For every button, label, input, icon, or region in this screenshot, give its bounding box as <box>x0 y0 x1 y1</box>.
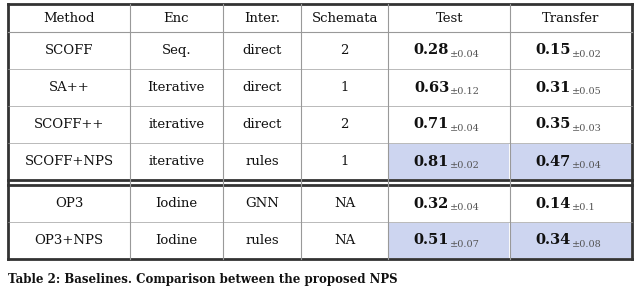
Text: 0.81: 0.81 <box>414 154 449 168</box>
Text: ±0.02: ±0.02 <box>450 161 480 170</box>
Text: Iodine: Iodine <box>156 234 198 247</box>
Text: ±0.07: ±0.07 <box>450 241 480 249</box>
Text: Table 2: Baselines. Comparison between the proposed NPS: Table 2: Baselines. Comparison between t… <box>8 273 397 286</box>
Text: 0.32: 0.32 <box>414 196 449 210</box>
Text: Schemata: Schemata <box>312 11 378 25</box>
Text: Iodine: Iodine <box>156 197 198 210</box>
Text: 2: 2 <box>340 118 349 131</box>
Text: 0.35: 0.35 <box>536 118 571 132</box>
Text: ±0.1: ±0.1 <box>572 203 596 212</box>
Text: 0.51: 0.51 <box>413 233 449 247</box>
Bar <box>389 144 509 179</box>
Bar <box>511 223 631 258</box>
Text: NA: NA <box>334 197 355 210</box>
Text: NA: NA <box>334 234 355 247</box>
Text: ±0.12: ±0.12 <box>450 88 480 96</box>
Text: 0.34: 0.34 <box>536 233 571 247</box>
Bar <box>389 223 509 258</box>
Text: SA++: SA++ <box>49 81 90 94</box>
Text: ±0.04: ±0.04 <box>450 124 480 134</box>
Text: iterative: iterative <box>148 118 204 131</box>
Text: 0.47: 0.47 <box>536 154 571 168</box>
Text: iterative: iterative <box>148 155 204 168</box>
Text: Method: Method <box>44 11 95 25</box>
Text: SCOFF: SCOFF <box>45 44 93 57</box>
Text: 0.31: 0.31 <box>536 80 571 94</box>
Text: Inter.: Inter. <box>244 11 280 25</box>
Text: ±0.05: ±0.05 <box>572 88 602 96</box>
Text: ±0.08: ±0.08 <box>572 241 602 249</box>
Text: OP3: OP3 <box>55 197 83 210</box>
Text: Seq.: Seq. <box>161 44 191 57</box>
Text: direct: direct <box>243 118 282 131</box>
Text: rules: rules <box>245 155 279 168</box>
Text: Enc: Enc <box>164 11 189 25</box>
Text: 0.63: 0.63 <box>414 80 449 94</box>
Text: Test: Test <box>435 11 463 25</box>
Text: direct: direct <box>243 44 282 57</box>
Text: rules: rules <box>245 234 279 247</box>
Text: 0.28: 0.28 <box>414 43 449 57</box>
Text: 0.14: 0.14 <box>536 196 571 210</box>
Text: 1: 1 <box>340 81 349 94</box>
Text: ±0.04: ±0.04 <box>572 161 602 170</box>
Text: Transfer: Transfer <box>542 11 600 25</box>
Text: ±0.04: ±0.04 <box>450 50 480 59</box>
Text: direct: direct <box>243 81 282 94</box>
Bar <box>511 144 631 179</box>
Text: 2: 2 <box>340 44 349 57</box>
Text: SCOFF+NPS: SCOFF+NPS <box>24 155 113 168</box>
Text: ±0.04: ±0.04 <box>450 203 480 212</box>
Text: SCOFF++: SCOFF++ <box>34 118 104 131</box>
Text: Iterative: Iterative <box>148 81 205 94</box>
Text: 0.71: 0.71 <box>414 118 449 132</box>
Text: 0.15: 0.15 <box>536 43 571 57</box>
Text: ±0.02: ±0.02 <box>572 50 602 59</box>
Text: 1: 1 <box>340 155 349 168</box>
Text: OP3+NPS: OP3+NPS <box>35 234 104 247</box>
Text: GNN: GNN <box>245 197 279 210</box>
Text: ±0.03: ±0.03 <box>572 124 602 134</box>
